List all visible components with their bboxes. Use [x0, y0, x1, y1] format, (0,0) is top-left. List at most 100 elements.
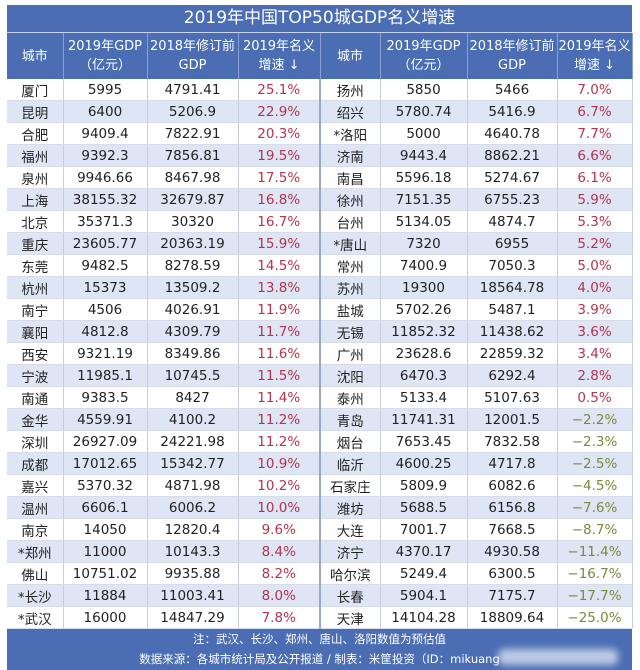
- right-growth-cell: 5.3%: [557, 210, 633, 233]
- left-gdp-2018-cell: 4791.41: [147, 79, 239, 101]
- right-gdp-2019-cell: 5000: [380, 122, 468, 145]
- right-city-cell: 扬州: [320, 79, 381, 101]
- right-city-cell: 烟台: [320, 430, 381, 453]
- table-row: 温州 6606.1 6006.2 10.0% 潍坊 5688.5 6156.8 −7.6%: [7, 496, 633, 519]
- right-gdp-2019-cell: 7400.9: [380, 254, 468, 277]
- left-growth-cell: 11.6%: [238, 342, 321, 365]
- right-gdp-2019-cell: 5134.05: [380, 210, 468, 233]
- left-gdp-2019-cell: 9409.4: [63, 122, 148, 145]
- right-city-cell: *唐山: [320, 232, 381, 255]
- right-city-cell: 苏州: [320, 276, 381, 299]
- right-city-cell: 广州: [320, 342, 381, 365]
- left-gdp-2018-cell: 7856.81: [147, 144, 239, 167]
- left-city-cell: *郑州: [7, 540, 64, 563]
- left-gdp-2018-cell: 12820.4: [147, 518, 239, 541]
- right-city-cell: 哈尔滨: [320, 562, 381, 585]
- header-gdp2018-right: 2018年修订前 GDP: [467, 33, 558, 79]
- left-city-cell: *长沙: [7, 584, 64, 607]
- left-gdp-2018-cell: 30320: [147, 210, 239, 233]
- right-city-cell: 石家庄: [320, 474, 381, 497]
- left-gdp-2019-cell: 23605.77: [63, 232, 148, 255]
- table-row: *武汉 16000 14847.29 7.8% 天津 14104.28 18809.64 −2…: [7, 606, 633, 629]
- header-gdp2018-label: 2018年修订前: [469, 39, 555, 54]
- left-gdp-2018-cell: 11003.41: [147, 584, 239, 607]
- table-row: 泉州 9946.66 8467.98 17.5% 南昌 5596.18 5274.67 6.1…: [7, 166, 633, 189]
- left-growth-cell: 14.5%: [238, 254, 321, 277]
- right-city-cell: 徐州: [320, 188, 381, 211]
- right-growth-cell: −25.0%: [557, 606, 633, 629]
- right-city-cell: 绍兴: [320, 100, 381, 123]
- right-gdp-2019-cell: 5702.26: [380, 298, 468, 321]
- right-gdp-2019-cell: 7320: [380, 232, 468, 255]
- right-city-cell: 潍坊: [320, 496, 381, 519]
- right-gdp-2019-cell: 4370.17: [380, 540, 468, 563]
- table-row: 南宁 4506 4026.91 11.9% 盐城 5702.26 5487.1 3.9%: [7, 298, 633, 321]
- left-gdp-2018-cell: 8467.98: [147, 166, 239, 189]
- left-gdp-2018-cell: 4871.98: [147, 474, 239, 497]
- left-city-cell: 重庆: [7, 232, 64, 255]
- right-gdp-2019-cell: 11852.32: [380, 320, 468, 343]
- left-growth-cell: 8.2%: [238, 562, 321, 585]
- right-city-cell: 天津: [320, 606, 381, 629]
- gdp-table-card: 2019年中国TOP50城GDP名义增速 城市 2019年GDP （亿元） 201…: [7, 5, 633, 670]
- table-row: 嘉兴 5370.32 4871.98 10.2% 石家庄 5809.9 6082.6 −4.5…: [7, 474, 633, 497]
- header-city-right: 城市: [320, 33, 381, 79]
- table-row: 东莞 9482.5 8278.59 14.5% 常州 7400.9 7050.3 5.0%: [7, 254, 633, 277]
- right-growth-cell: 5.0%: [557, 254, 633, 277]
- left-growth-cell: 22.9%: [238, 100, 321, 123]
- left-growth-cell: 11.7%: [238, 320, 321, 343]
- right-growth-cell: 6.7%: [557, 100, 633, 123]
- header-gdp2019-unit: （亿元）: [397, 58, 450, 73]
- right-gdp-2018-cell: 6755.23: [467, 188, 558, 211]
- left-growth-cell: 11.2%: [238, 408, 321, 431]
- header-gdp2018-unit: GDP: [498, 58, 526, 73]
- right-gdp-2019-cell: 7151.35: [380, 188, 468, 211]
- right-gdp-2019-cell: 4600.25: [380, 452, 468, 475]
- right-growth-cell: −8.7%: [557, 518, 633, 541]
- left-gdp-2018-cell: 5206.9: [147, 100, 239, 123]
- right-gdp-2018-cell: 4930.58: [467, 540, 558, 563]
- right-city-cell: 临沂: [320, 452, 381, 475]
- right-gdp-2018-cell: 18564.78: [467, 276, 558, 299]
- left-gdp-2019-cell: 9383.5: [63, 386, 148, 409]
- left-city-cell: 厦门: [7, 79, 64, 101]
- left-city-cell: 杭州: [7, 276, 64, 299]
- left-city-cell: *武汉: [7, 606, 64, 629]
- left-gdp-2018-cell: 4309.79: [147, 320, 239, 343]
- table-row: 深圳 26927.09 24221.98 11.2% 烟台 7653.45 7832.58−…: [7, 430, 633, 453]
- table-row: 厦门 5995 4791.41 25.1% 扬州 5850 5466 7.0%: [7, 79, 633, 101]
- left-city-cell: 福州: [7, 144, 64, 167]
- right-gdp-2018-cell: 5416.9: [467, 100, 558, 123]
- left-growth-cell: 10.2%: [238, 474, 321, 497]
- left-gdp-2018-cell: 8349.86: [147, 342, 239, 365]
- left-growth-cell: 19.5%: [238, 144, 321, 167]
- right-gdp-2018-cell: 7175.7: [467, 584, 558, 607]
- right-city-cell: 青岛: [320, 408, 381, 431]
- right-gdp-2019-cell: 5249.4: [380, 562, 468, 585]
- right-growth-cell: 3.6%: [557, 320, 633, 343]
- right-gdp-2018-cell: 4874.7: [467, 210, 558, 233]
- left-city-cell: 南通: [7, 386, 64, 409]
- right-city-cell: *洛阳: [320, 122, 381, 145]
- header-growth-label: 2019年名义: [242, 39, 316, 54]
- left-gdp-2019-cell: 14050: [63, 518, 148, 541]
- left-gdp-2019-cell: 15373: [63, 276, 148, 299]
- right-growth-cell: 7.0%: [557, 79, 633, 101]
- gdp-growth-table: 城市 2019年GDP （亿元） 2018年修订前 GDP 2019年名义 增速 ↓ …: [7, 33, 633, 629]
- left-growth-cell: 16.7%: [238, 210, 321, 233]
- left-growth-cell: 13.8%: [238, 276, 321, 299]
- right-growth-cell: 6.1%: [557, 166, 633, 189]
- table-row: 南京 14050 12820.4 9.6% 大连 7001.7 7668.5 −8.7%: [7, 518, 633, 541]
- left-gdp-2018-cell: 6006.2: [147, 496, 239, 519]
- right-gdp-2019-cell: 5780.74: [380, 100, 468, 123]
- right-gdp-2019-cell: 5904.1: [380, 584, 468, 607]
- right-growth-cell: 7.7%: [557, 122, 633, 145]
- left-gdp-2018-cell: 24221.98: [147, 430, 239, 453]
- right-gdp-2018-cell: 11438.62: [467, 320, 558, 343]
- right-growth-cell: −2.2%: [557, 408, 633, 431]
- header-gdp2018-unit: GDP: [178, 58, 207, 73]
- header-growth-sort: 增速 ↓: [573, 58, 616, 73]
- left-gdp-2019-cell: 10751.02: [63, 562, 148, 585]
- table-title: 2019年中国TOP50城GDP名义增速: [7, 5, 632, 33]
- right-gdp-2018-cell: 6082.6: [467, 474, 558, 497]
